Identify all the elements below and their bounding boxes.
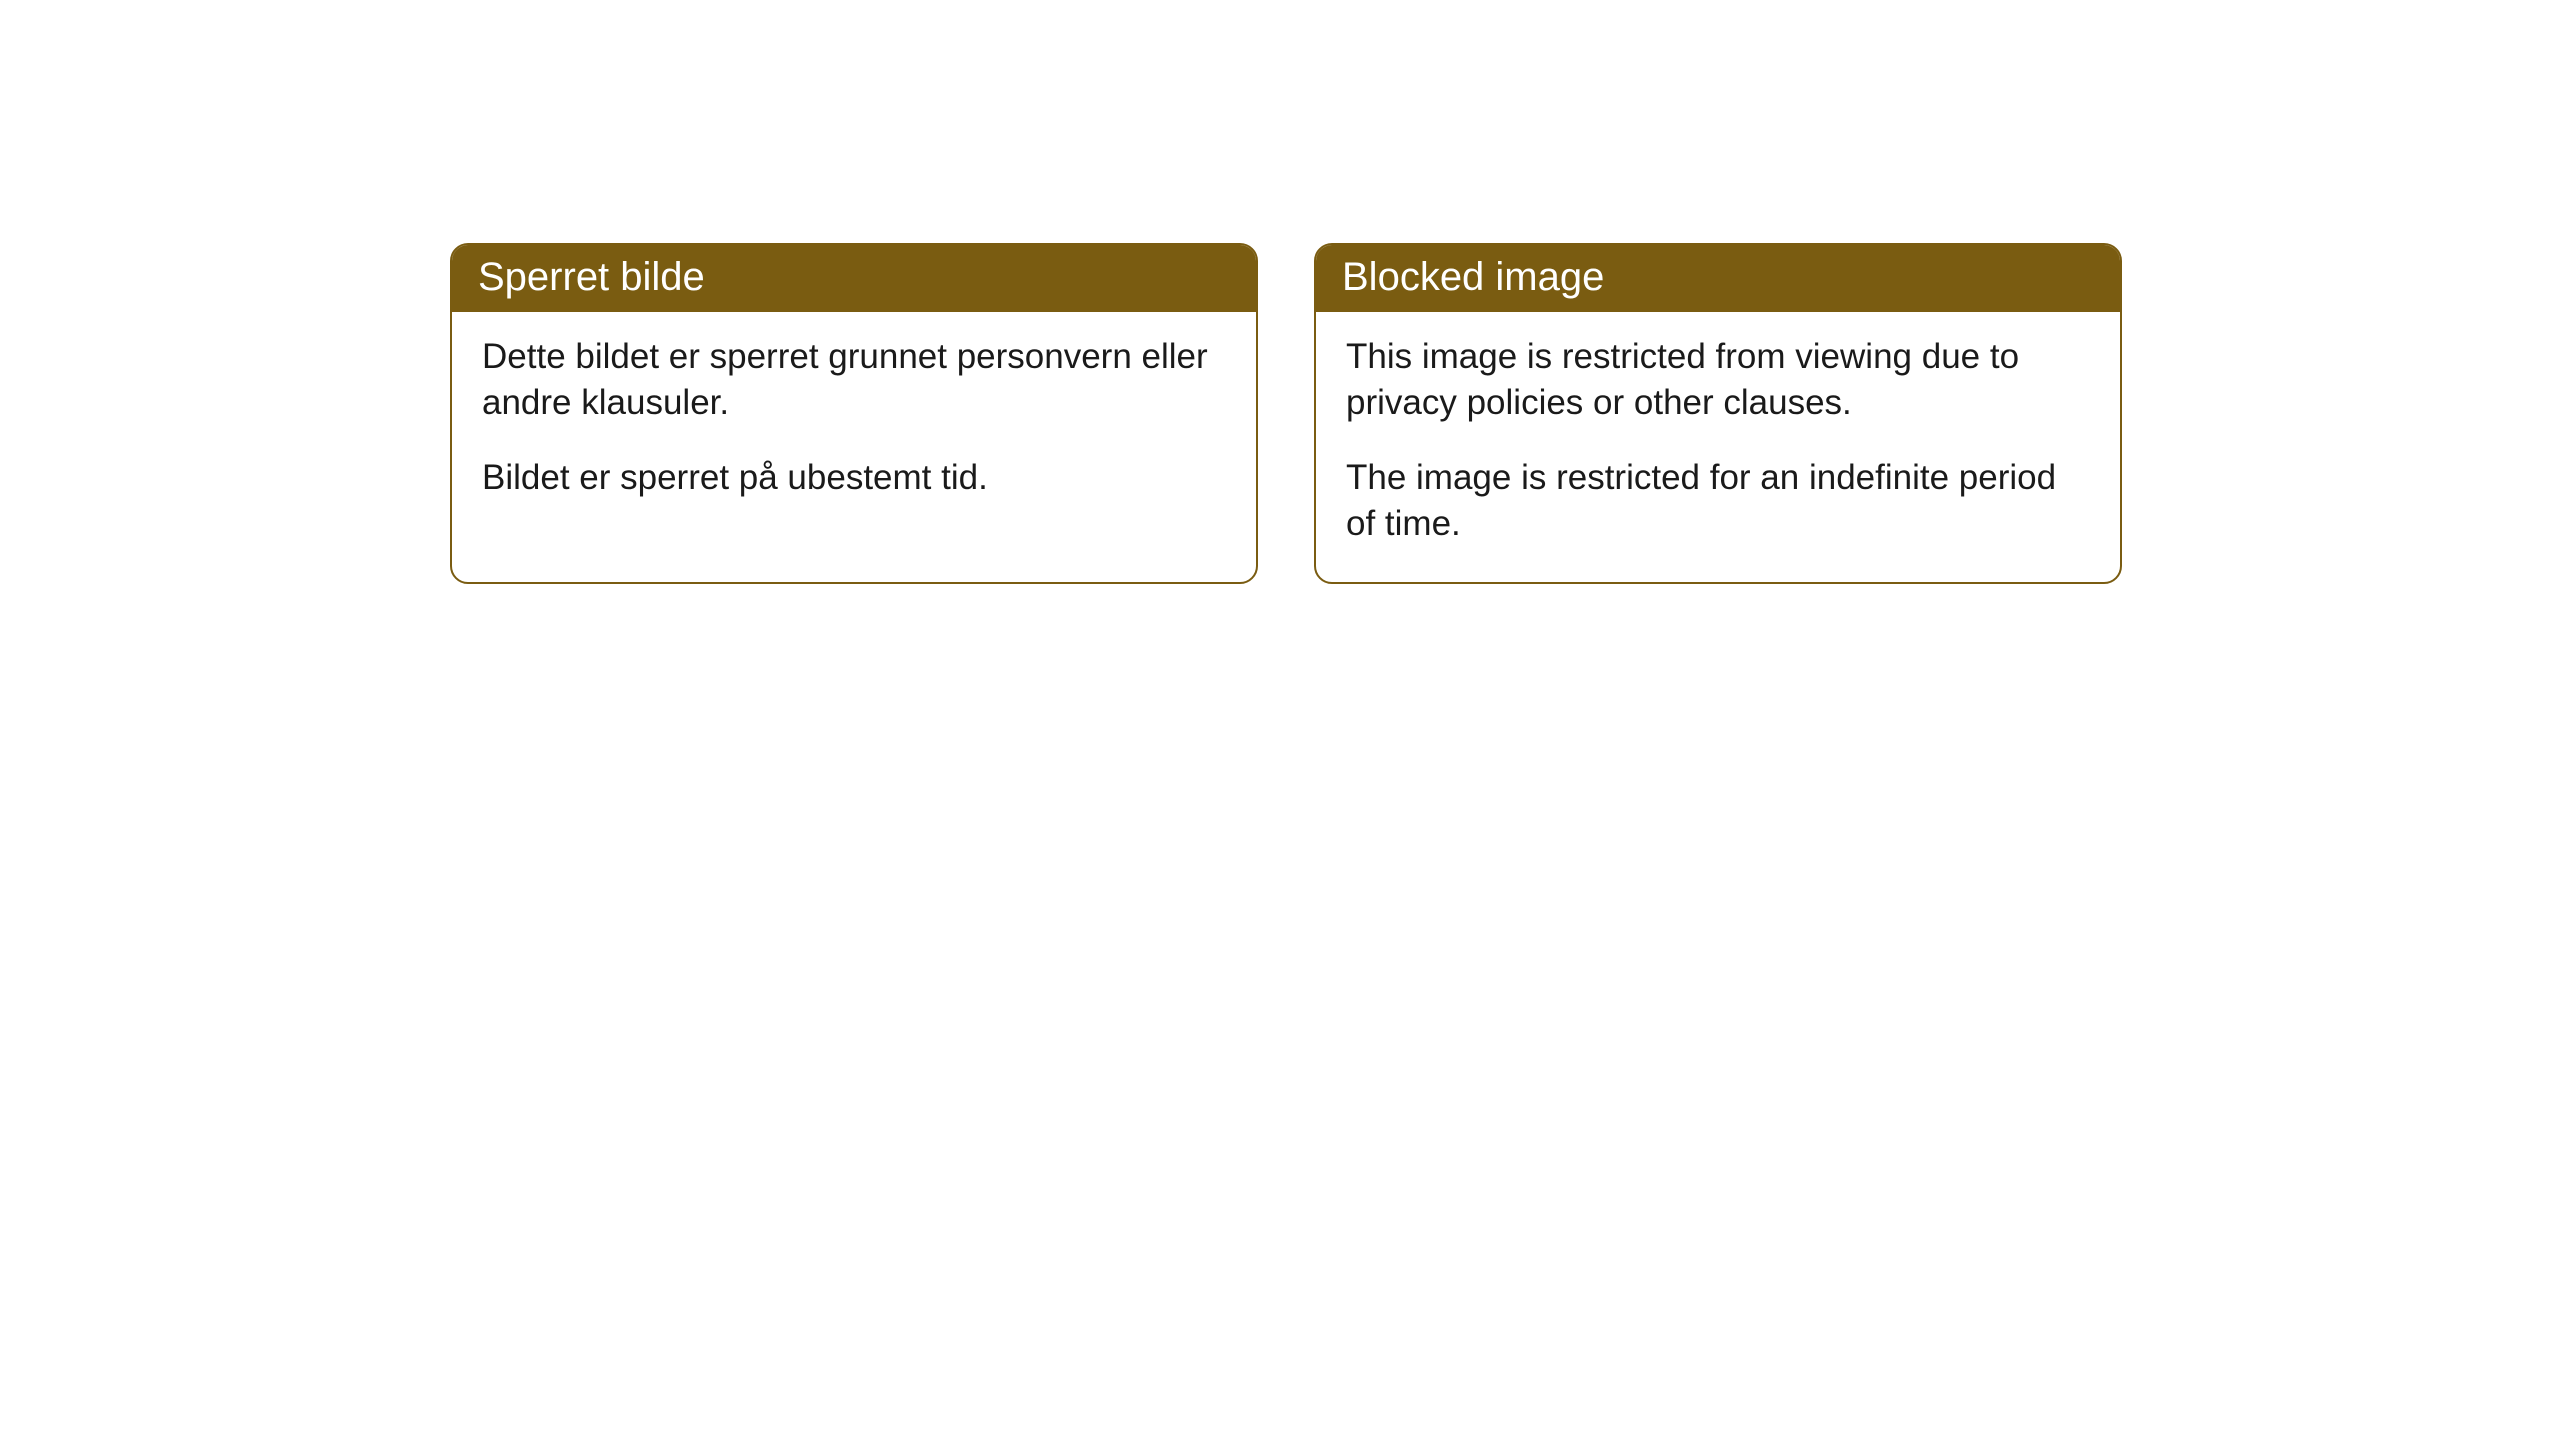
blocked-image-card-norwegian: Sperret bilde Dette bildet er sperret gr…	[450, 243, 1258, 584]
card-header: Blocked image	[1316, 245, 2120, 312]
card-body: This image is restricted from viewing du…	[1316, 312, 2120, 582]
card-paragraph: The image is restricted for an indefinit…	[1346, 455, 2090, 546]
card-header: Sperret bilde	[452, 245, 1256, 312]
card-paragraph: Dette bildet er sperret grunnet personve…	[482, 334, 1226, 425]
blocked-image-card-english: Blocked image This image is restricted f…	[1314, 243, 2122, 584]
card-title: Blocked image	[1342, 255, 1604, 299]
notice-cards-container: Sperret bilde Dette bildet er sperret gr…	[0, 0, 2560, 584]
card-body: Dette bildet er sperret grunnet personve…	[452, 312, 1256, 537]
card-title: Sperret bilde	[478, 255, 705, 299]
card-paragraph: Bildet er sperret på ubestemt tid.	[482, 455, 1226, 501]
card-paragraph: This image is restricted from viewing du…	[1346, 334, 2090, 425]
